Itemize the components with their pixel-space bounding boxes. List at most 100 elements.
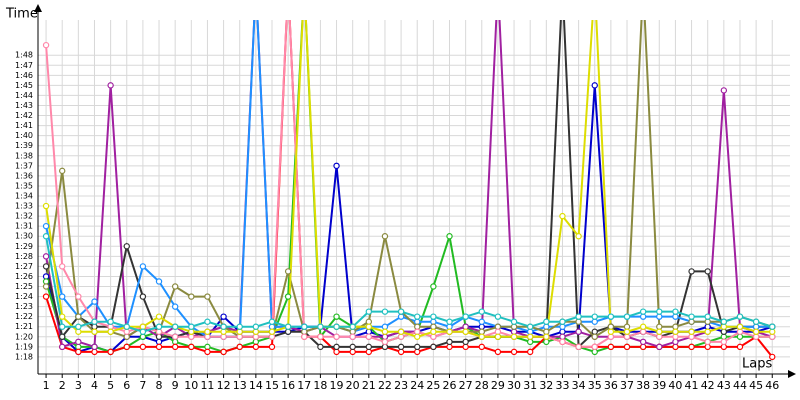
x-tick-label: 6 [123, 379, 130, 392]
point [478, 308, 485, 315]
point [639, 338, 647, 346]
point [543, 323, 550, 330]
point [494, 328, 502, 335]
point [381, 338, 389, 346]
point [639, 343, 647, 351]
point [139, 343, 147, 351]
point [769, 323, 776, 330]
point [204, 328, 211, 335]
point [365, 308, 373, 315]
point [268, 343, 276, 351]
point [301, 328, 308, 335]
point [672, 308, 679, 315]
point [591, 313, 598, 320]
point [736, 313, 744, 320]
x-tick-label: 29 [491, 379, 505, 392]
y-tick-label: 1:38 [15, 151, 33, 160]
series-line [45, 20, 774, 358]
point [591, 348, 598, 356]
y-tick-label: 1:40 [15, 131, 33, 140]
y-tick-label: 1:48 [15, 51, 33, 60]
point [155, 313, 163, 320]
point [91, 343, 98, 351]
point [42, 278, 50, 285]
point [672, 313, 679, 320]
point [736, 333, 744, 340]
point [397, 348, 405, 356]
point [494, 348, 502, 356]
point [639, 308, 647, 315]
point [333, 323, 340, 330]
point [414, 328, 421, 335]
point [252, 343, 260, 351]
point [333, 333, 340, 340]
point [414, 318, 421, 325]
point [252, 323, 260, 330]
point [171, 338, 179, 346]
point [236, 328, 243, 335]
point [139, 293, 147, 300]
point [139, 333, 147, 340]
point [204, 333, 211, 340]
point [107, 348, 114, 356]
point [42, 41, 50, 49]
point [672, 343, 679, 351]
point [478, 323, 485, 330]
point [171, 323, 179, 330]
x-tick-label: 9 [172, 379, 179, 392]
point [91, 298, 98, 305]
point [381, 233, 389, 240]
x-tick-label: 16 [281, 379, 295, 392]
point [494, 333, 502, 340]
point [397, 343, 405, 351]
y-tick-label: 1:28 [15, 252, 33, 261]
point [575, 233, 582, 240]
point [478, 333, 485, 340]
point [365, 323, 373, 330]
point [59, 263, 66, 270]
x-tick-label: 3 [75, 379, 82, 392]
point [333, 162, 340, 170]
point [688, 328, 695, 335]
point [188, 343, 195, 351]
point [155, 338, 163, 346]
point [204, 318, 211, 325]
x-tick-label: 27 [459, 379, 473, 392]
point [559, 333, 566, 340]
x-tick-label: 7 [139, 379, 146, 392]
point [155, 343, 163, 351]
point [75, 313, 82, 320]
y-tick-label: 1:24 [15, 292, 33, 301]
y-tick-label: 1:27 [15, 262, 33, 271]
x-axis-label: Laps [742, 357, 772, 372]
point [559, 318, 566, 325]
point [688, 333, 695, 340]
point [543, 333, 550, 340]
point [381, 323, 389, 330]
point [446, 318, 453, 325]
point [704, 338, 711, 346]
ticks: 1:181:191:201:211:221:231:241:251:261:27… [15, 51, 779, 392]
point [526, 333, 534, 340]
point [575, 313, 582, 320]
point [430, 343, 437, 351]
point [397, 308, 405, 315]
point [688, 318, 695, 325]
point [236, 333, 243, 340]
point [59, 333, 66, 340]
point [284, 268, 292, 275]
point [107, 323, 114, 330]
point [414, 333, 421, 340]
point [769, 333, 776, 340]
point [317, 333, 324, 340]
x-tick-label: 36 [604, 379, 618, 392]
x-tick-label: 13 [233, 379, 247, 392]
x-tick-label: 1 [43, 379, 50, 392]
point [107, 318, 114, 325]
point [204, 348, 211, 356]
point [42, 202, 50, 210]
point [284, 323, 292, 330]
point [688, 343, 695, 351]
point [171, 333, 179, 340]
point [268, 318, 276, 325]
